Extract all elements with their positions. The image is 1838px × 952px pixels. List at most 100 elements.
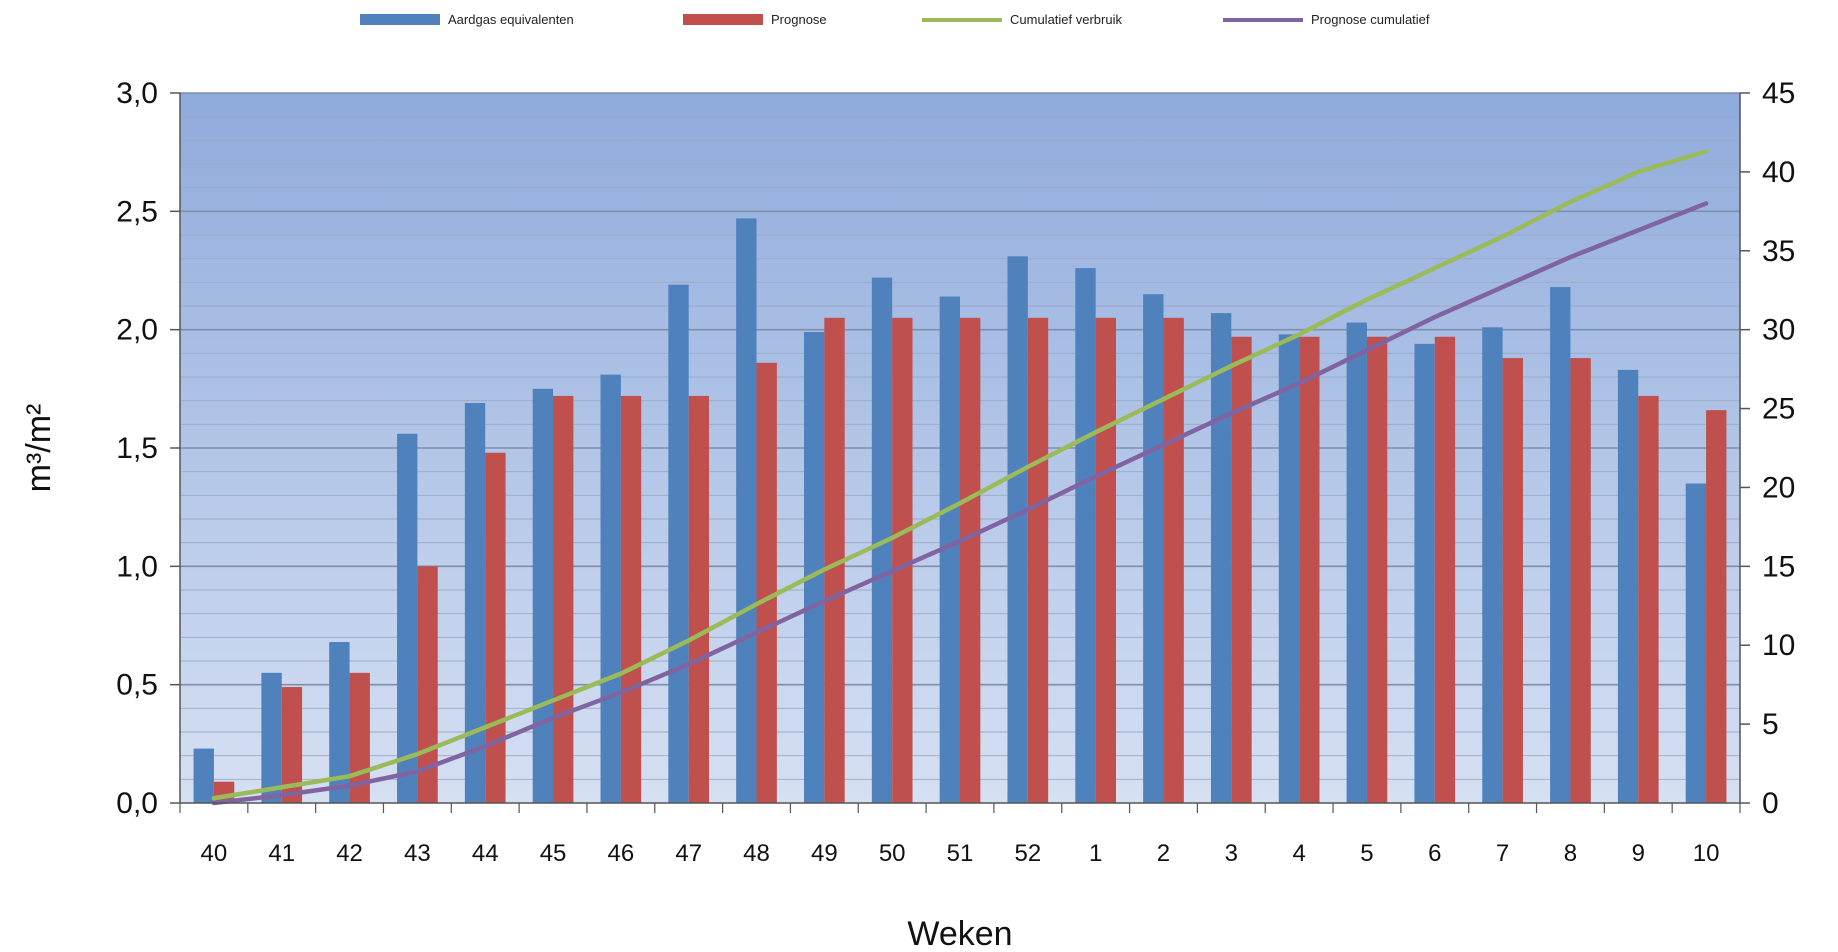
bar-aardgas-equivalenten [1210,313,1232,803]
x-tick-label: 51 [947,840,974,867]
bar-aardgas-equivalenten [1075,268,1096,804]
legend-label: Cumulatief verbruik [1010,12,1122,27]
x-tick-label: 48 [743,840,770,867]
x-tick-label: 4 [1292,840,1305,867]
bar-aardgas-equivalenten [1685,483,1707,803]
right-tick-label: 10 [1762,629,1795,662]
left-tick-label: 2,5 [116,195,158,228]
right-tick-label: 45 [1762,77,1795,110]
bar-aardgas-equivalenten [464,403,486,803]
left-axis-ticks: 0,0 0,5 1,0 1,5 2,0 2,5 3,0 [116,77,158,820]
bar-prognose [417,566,438,803]
lines [211,149,1709,806]
bar-aardgas-equivalenten [1550,287,1571,804]
bar-prognose [1638,395,1659,803]
bar-aardgas-equivalenten [532,388,554,803]
x-axis-title: Weken [907,915,1012,952]
x-tick-label: 1 [1089,840,1102,867]
bar-prognose [1095,317,1116,803]
right-tick-label: 30 [1762,314,1795,347]
x-tick-label: 9 [1632,840,1645,867]
bar-prognose [281,687,303,803]
x-tick-label: 7 [1496,840,1509,867]
x-axis-ticks: 40 41 42 43 44 45 46 47 48 49 50 51 52 1 2 3 4 5 6 7 8 9 10 [201,840,1720,867]
x-tick-label: 46 [608,840,635,867]
x-tick-label: 47 [675,840,702,867]
bar-prognose [1706,410,1727,803]
bar-aardgas-equivalenten [736,218,757,803]
bar-aardgas-equivalenten [804,332,825,803]
bar-aardgas-equivalenten [939,296,960,803]
x-tick-label: 41 [268,840,295,867]
legend-label: Prognose [771,12,827,27]
right-tick-label: 35 [1762,235,1795,268]
right-tick-label: 20 [1762,471,1795,504]
left-tick-label: 3,0 [116,77,158,110]
bar-prognose [1434,336,1456,803]
bar-prognose [1502,358,1523,803]
x-tick-label: 3 [1225,840,1238,867]
bar-aardgas-equivalenten [261,672,282,803]
legend-swatch [683,14,763,25]
x-tick-label: 6 [1428,840,1441,867]
x-tick-label: 52 [1014,840,1041,867]
line-cumulatief-verbruik [211,149,1709,801]
bar-aardgas-equivalenten [1278,334,1300,803]
y-axis-title: m³/m² [20,404,58,493]
right-tick-label: 15 [1762,550,1795,583]
bar-aardgas-equivalenten [193,748,214,803]
axes [170,92,1750,813]
bar-aardgas-equivalenten [600,374,621,803]
x-tick-label: 10 [1693,840,1720,867]
left-tick-label: 2,0 [116,314,158,347]
bar-aardgas-equivalenten [397,433,418,803]
bar-aardgas-equivalenten [1007,256,1028,803]
x-tick-label: 44 [472,840,499,867]
x-tick-label: 45 [540,840,567,867]
bar-prognose [688,395,710,803]
x-tick-label: 8 [1564,840,1577,867]
right-tick-label: 40 [1762,156,1795,189]
x-tick-label: 2 [1157,840,1170,867]
bar-prognose [960,317,981,803]
bar-prognose [620,395,642,803]
bars [193,218,1727,804]
bar-aardgas-equivalenten [329,642,350,803]
bar-prognose [1231,336,1252,803]
bar-prognose [892,317,913,803]
bar-prognose [756,362,777,803]
bar-prognose [1299,336,1320,803]
legend-label: Prognose cumulatief [1311,12,1430,27]
legend-label: Aardgas equivalenten [448,12,574,27]
bar-prognose [1570,358,1591,803]
bar-prognose [485,452,506,803]
x-tick-label: 5 [1360,840,1373,867]
bar-aardgas-equivalenten [1617,369,1639,803]
right-tick-label: 25 [1762,393,1795,426]
bar-aardgas-equivalenten [1482,327,1503,803]
left-tick-label: 1,5 [116,432,158,465]
bar-prognose [1027,317,1049,803]
bar-prognose [1366,336,1388,803]
bar-prognose [553,395,574,803]
left-tick-label: 0,5 [116,669,158,702]
x-tick-label: 43 [404,840,431,867]
right-axis-ticks: 0 5 10 15 20 25 30 35 40 45 [1762,77,1795,820]
bar-aardgas-equivalenten [1346,322,1367,803]
bar-aardgas-equivalenten [1143,294,1164,803]
right-tick-label: 5 [1762,708,1779,741]
right-tick-label: 0 [1762,787,1779,820]
bar-aardgas-equivalenten [668,284,689,803]
left-tick-label: 0,0 [116,787,158,820]
x-tick-label: 50 [879,840,906,867]
left-tick-label: 1,0 [116,550,158,583]
legend-swatch [360,14,440,25]
x-tick-label: 42 [336,840,363,867]
bar-aardgas-equivalenten [1414,343,1435,803]
x-tick-label: 49 [811,840,838,867]
bar-prognose [824,317,845,803]
x-tick-label: 40 [201,840,228,867]
legend: Aardgas equivalenten Prognose Cumulatief v… [360,12,1430,27]
line-prognose-cumulatief [211,201,1709,806]
